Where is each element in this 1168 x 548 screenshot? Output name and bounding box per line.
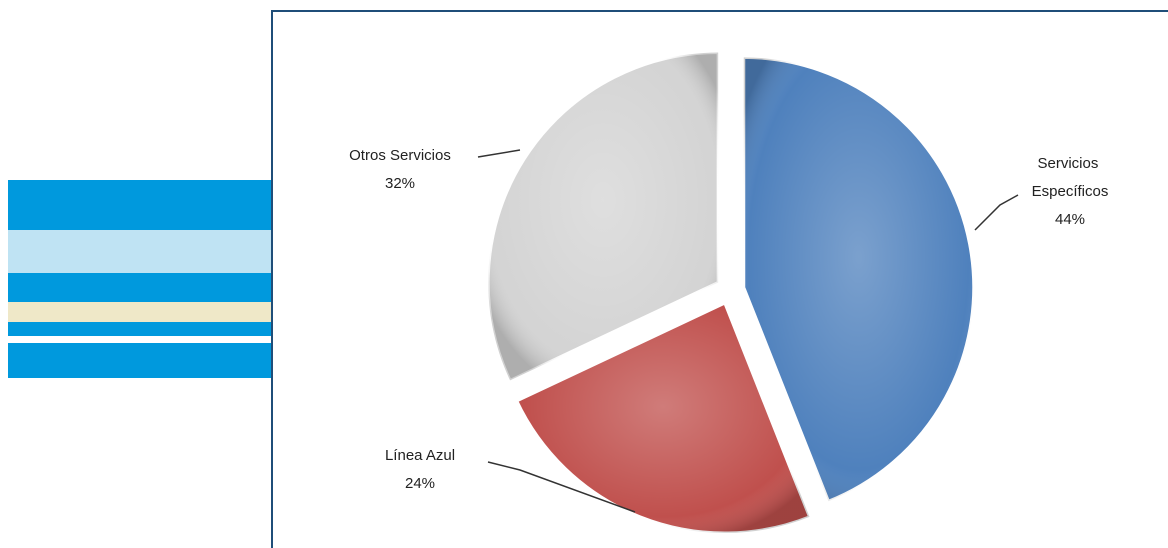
slice-label: Otros Servicios	[349, 147, 451, 164]
slice-shade	[488, 52, 719, 381]
slice-value-label: 32%	[385, 175, 415, 192]
slice-shade	[516, 303, 810, 534]
leader-lines	[477, 149, 1019, 513]
slice-value-label: 24%	[405, 475, 435, 492]
slice-value-label: 44%	[1055, 211, 1085, 228]
slice-label: Línea Azul	[385, 447, 455, 464]
slice-label: Servicios Específicos	[1032, 155, 1109, 200]
pie	[486, 50, 976, 535]
slice-shade	[743, 57, 974, 502]
decor-stripes	[8, 180, 272, 378]
